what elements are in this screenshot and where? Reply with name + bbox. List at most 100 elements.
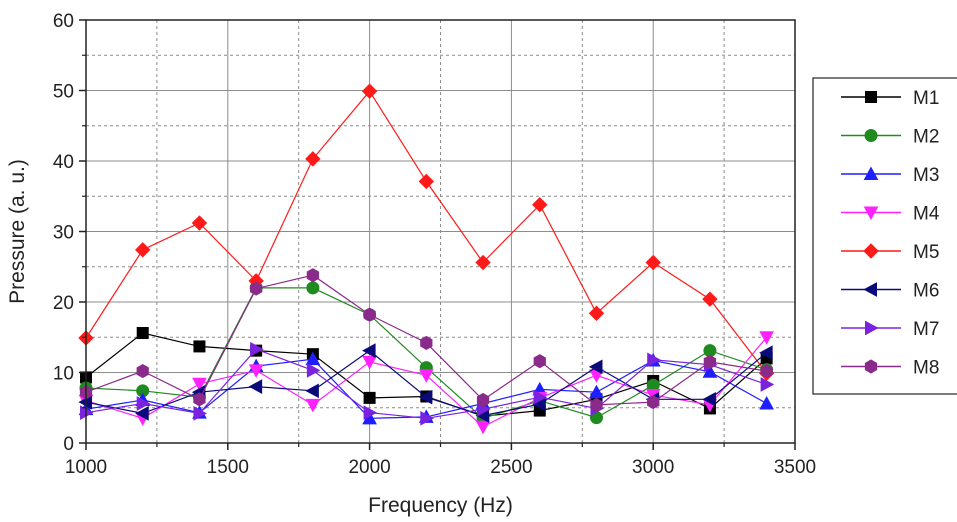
legend-label: M4 — [913, 204, 940, 225]
data-point — [305, 398, 321, 413]
data-point — [193, 340, 206, 353]
data-point — [305, 151, 321, 167]
data-point — [191, 215, 208, 231]
data-point — [250, 281, 263, 296]
data-point — [418, 369, 434, 383]
series-m8 — [79, 268, 773, 413]
x-axis-title: Frequency (Hz) — [368, 494, 513, 517]
legend-label: M2 — [913, 127, 939, 148]
legend-marker — [864, 129, 878, 142]
series-layer — [78, 83, 775, 435]
data-point — [420, 410, 434, 426]
data-point — [192, 377, 207, 392]
data-point — [759, 331, 774, 345]
data-point — [363, 307, 376, 322]
data-point — [589, 384, 604, 399]
series-m5 — [78, 83, 775, 381]
legend-marker — [863, 243, 879, 259]
data-point — [759, 395, 774, 410]
legend-marker — [864, 359, 878, 374]
data-point — [193, 406, 207, 421]
legend-label: M7 — [913, 319, 939, 340]
y-tick-label: 30 — [53, 223, 74, 244]
data-point — [306, 281, 320, 295]
data-point — [418, 389, 433, 405]
data-point — [136, 396, 151, 411]
data-point — [533, 389, 548, 405]
data-point — [363, 391, 376, 404]
legend-item: M6 — [841, 281, 939, 302]
data-point — [418, 173, 435, 190]
data-point — [306, 363, 321, 378]
data-point — [647, 352, 661, 368]
data-point — [305, 351, 321, 366]
legend-label: M3 — [913, 165, 939, 186]
legend-item: M8 — [841, 358, 939, 379]
data-point — [533, 354, 546, 369]
data-point — [702, 291, 718, 307]
data-point — [760, 364, 773, 379]
data-point — [703, 354, 717, 370]
data-point — [362, 355, 377, 370]
series-m2 — [79, 281, 774, 425]
data-point — [647, 395, 660, 410]
data-point — [476, 392, 490, 408]
legend-item: M1 — [841, 88, 939, 109]
data-point — [532, 197, 548, 213]
legend-marker — [863, 282, 877, 297]
legend-item: M2 — [841, 127, 939, 148]
data-point — [475, 420, 491, 435]
series-line — [85, 90, 768, 374]
x-tick-label: 3000 — [632, 457, 674, 478]
legend-marker — [865, 320, 879, 336]
y-tick-label: 20 — [53, 293, 74, 314]
data-point — [760, 377, 775, 392]
legend-item: M3 — [841, 165, 939, 186]
data-point — [306, 268, 320, 283]
x-tick-label: 1500 — [207, 457, 249, 478]
data-point — [702, 364, 718, 378]
data-point — [135, 406, 149, 421]
data-point — [135, 242, 151, 258]
data-point — [362, 343, 376, 358]
data-point — [248, 379, 263, 394]
legend-label: M6 — [913, 281, 939, 302]
data-point — [702, 391, 716, 407]
legend-box — [812, 77, 957, 395]
legend-label: M8 — [913, 358, 939, 379]
data-point — [588, 359, 603, 375]
legend-marker — [865, 91, 877, 103]
legend-item: M4 — [841, 204, 940, 225]
data-point — [645, 254, 661, 271]
data-point — [193, 392, 206, 407]
y-tick-label: 0 — [63, 434, 74, 455]
legend-label: M1 — [913, 88, 939, 109]
legend-item: M7 — [841, 319, 939, 340]
y-axis-title: Pressure (a. u.) — [6, 159, 29, 304]
axis-ticks: 1000 1500 2000 2500 3000 3500 0 10 20 30 40 50 60 — [53, 11, 816, 478]
x-tick-label: 1000 — [65, 457, 107, 478]
data-point — [703, 344, 717, 358]
data-point — [590, 397, 603, 413]
legend-marker — [863, 166, 879, 180]
data-point — [361, 83, 378, 99]
legend: M1 M2 M3 M4 M5 M6 M7 M8 — [812, 77, 957, 395]
x-tick-label: 2500 — [490, 457, 532, 478]
data-point — [420, 335, 433, 350]
data-point — [248, 364, 264, 378]
data-point — [363, 405, 378, 421]
data-point — [305, 383, 319, 399]
data-point — [759, 345, 773, 361]
data-point — [588, 305, 605, 321]
legend-item: M5 — [841, 242, 939, 263]
data-point — [136, 364, 149, 379]
data-point — [136, 327, 149, 340]
data-point — [250, 341, 264, 357]
y-tick-label: 60 — [53, 11, 74, 32]
x-tick-label: 3500 — [774, 457, 816, 478]
y-tick-label: 40 — [53, 152, 74, 173]
y-tick-label: 50 — [53, 82, 74, 103]
legend-marker — [863, 206, 879, 221]
legend-label: M5 — [913, 242, 939, 263]
